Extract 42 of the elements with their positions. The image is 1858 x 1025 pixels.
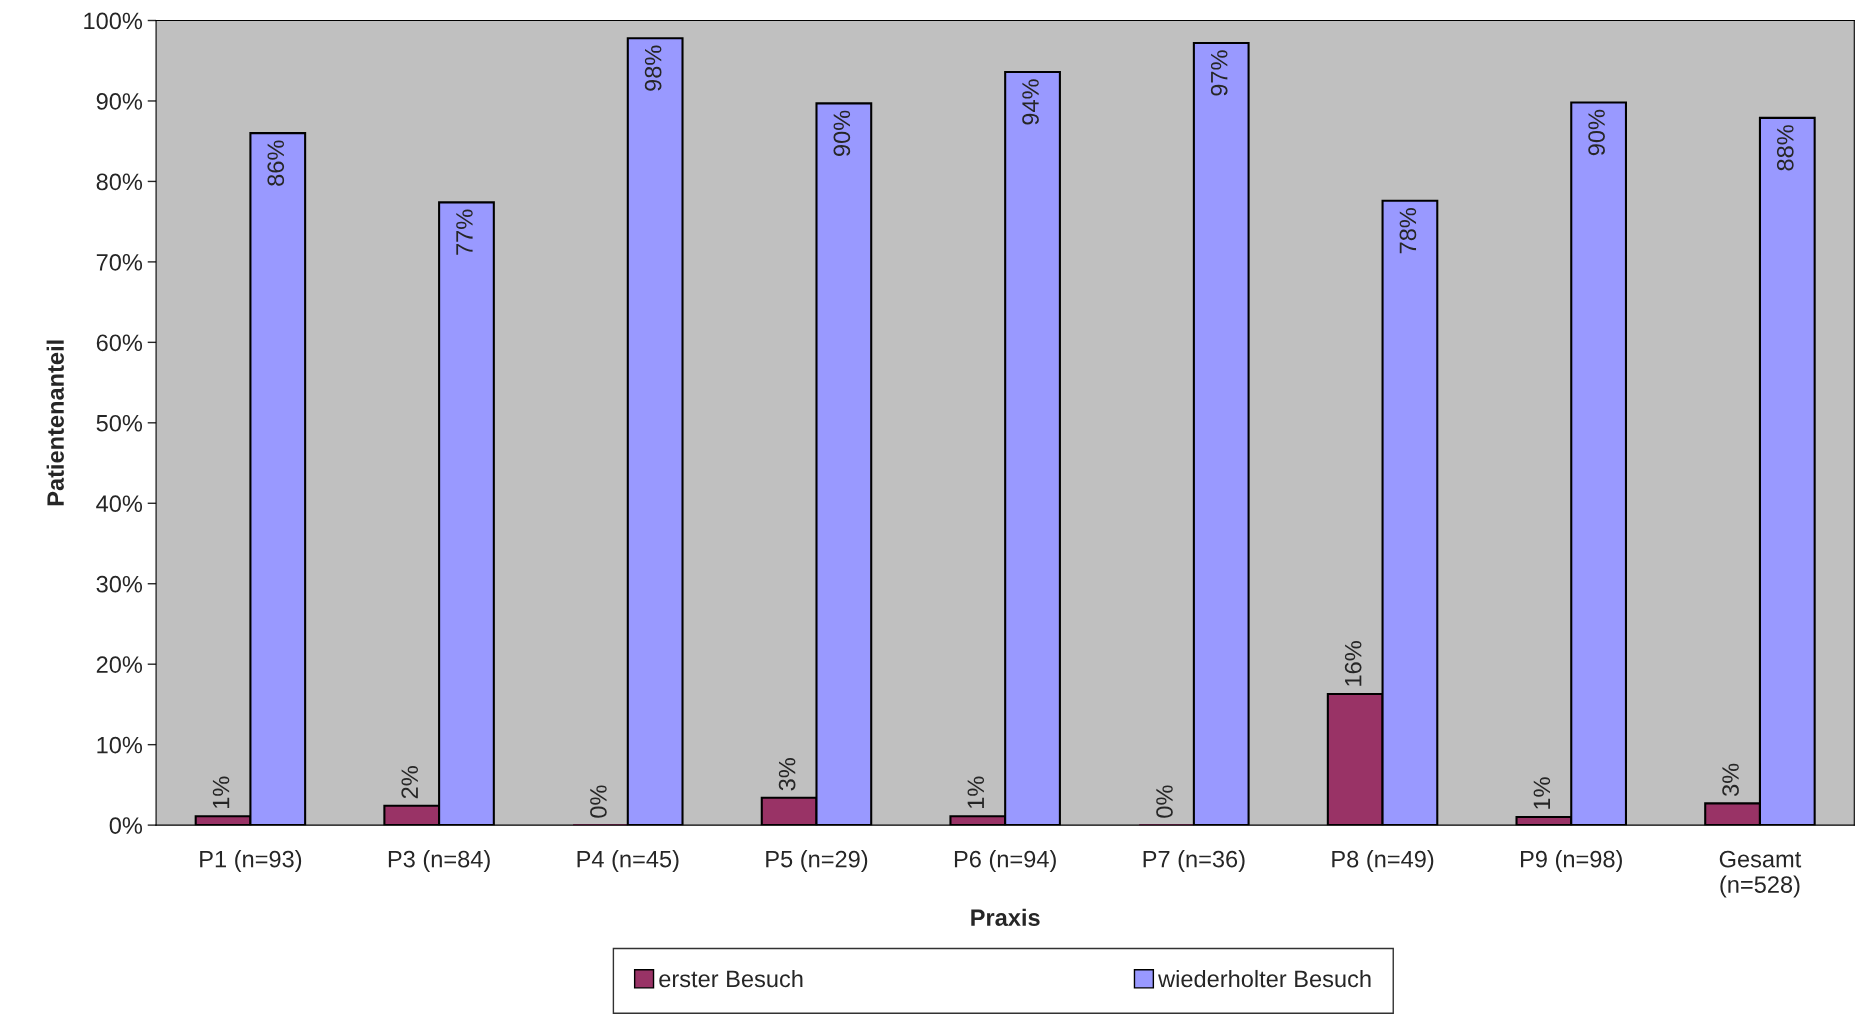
data-label: 86% — [267, 140, 285, 186]
y-tick-label: 50% — [96, 414, 143, 432]
data-label: 0% — [1156, 785, 1173, 818]
data-label: 94% — [1022, 79, 1039, 125]
x-tick-label: P1 (n=93) — [200, 850, 302, 873]
y-axis-title: Patientenanteil — [46, 340, 64, 506]
y-tick-label: 40% — [96, 495, 143, 513]
data-label: 98% — [644, 45, 662, 91]
data-label: 88% — [1776, 125, 1794, 171]
x-tick-label: P3 (n=84) — [388, 850, 490, 873]
data-label: 90% — [1588, 109, 1605, 156]
data-label: 2% — [401, 766, 418, 799]
x-tick-label: P5 (n=29) — [766, 850, 868, 873]
data-label: 3% — [778, 758, 796, 791]
x-tick-label: P6 (n=94) — [954, 850, 1056, 873]
data-label: 77% — [456, 209, 473, 255]
y-tick-label: 10% — [97, 736, 143, 754]
y-tick-label: 0% — [109, 817, 143, 834]
x-tick-label: P9 (n=98) — [1521, 850, 1622, 873]
data-label: 0% — [590, 785, 607, 818]
legend-label: wiederholter Besuch — [1158, 969, 1371, 988]
y-tick-label: 100% — [84, 12, 143, 30]
data-label: 16% — [1344, 641, 1362, 686]
data-label: 90% — [833, 110, 851, 156]
data-label: 3% — [1722, 763, 1739, 797]
data-label: 1% — [967, 776, 985, 809]
x-tick-label: Gesamt (n=528) — [1719, 850, 1802, 898]
data-label: 1% — [1533, 777, 1551, 809]
data-label: 1% — [212, 776, 230, 809]
y-tick-label: 70% — [96, 253, 143, 271]
x-axis-title: Praxis — [971, 908, 1040, 927]
x-tick-label: P7 (n=36) — [1143, 850, 1245, 873]
y-tick-label: 60% — [96, 334, 143, 352]
y-tick-label: 80% — [96, 173, 143, 191]
y-tick-label: 20% — [96, 656, 143, 673]
x-tick-label: P8 (n=49) — [1332, 850, 1434, 873]
y-tick-label: 90% — [96, 93, 143, 110]
x-tick-label: P4 (n=45) — [577, 850, 679, 873]
legend-label: erster Besuch — [659, 969, 803, 988]
data-label: 78% — [1399, 208, 1417, 254]
y-tick-label: 30% — [96, 575, 143, 593]
data-label: 97% — [1210, 50, 1228, 96]
